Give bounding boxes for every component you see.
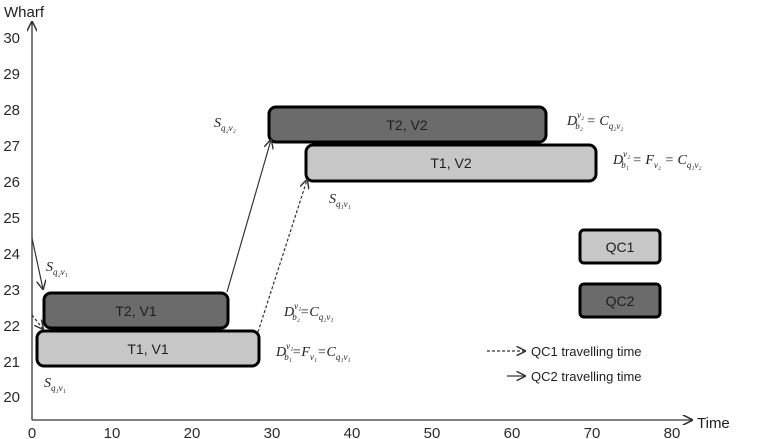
task-bar-rect — [42, 291, 230, 330]
y-tick-label: 26 — [3, 174, 20, 191]
y-tick-label: 20 — [3, 389, 20, 406]
legend-qc1-swatch — [578, 228, 662, 265]
task-bar-label: T2, V1 — [115, 303, 156, 319]
task-bar-t1-v1: T1, V1 — [35, 329, 261, 368]
completion-label-b1-v2: Dv₂ b₁ = Fv₂ = Cq₁v₂ — [612, 149, 702, 170]
task-bar-label: T1, V1 — [127, 341, 168, 357]
legend-qc2-travel-label: QC2 travelling time — [531, 369, 642, 384]
y-axis-title: Wharf — [4, 4, 45, 21]
y-tick-label: 28 — [3, 102, 20, 119]
legend-qc2-label: QC2 — [606, 293, 635, 309]
start-label-q2v1: Sq₂v₁ — [46, 260, 68, 277]
x-tick-label: 70 — [584, 425, 601, 439]
legend-qc2: QC2 — [578, 282, 662, 319]
x-tick-label: 40 — [344, 425, 361, 439]
qc1-travel-arrow-in — [31, 314, 43, 329]
completion-label-b2-v1: Dv₁ b₂=Cq₂v₁ — [283, 301, 333, 322]
task-bar-t2-v2: T2, V2 — [267, 105, 548, 144]
y-tick-labels: 20 21 22 23 24 25 26 27 28 29 30 — [3, 30, 20, 406]
task-bar-t2-v1: T2, V1 — [42, 291, 230, 330]
x-tick-label: 0 — [28, 425, 36, 439]
completion-label-b2-v2: Dv₂ b₂ = Cq₂v₂ — [566, 110, 623, 131]
x-tick-labels: 0 10 20 30 40 50 60 70 80 — [28, 425, 681, 439]
qc1-travel-arrow — [257, 180, 307, 333]
completion-label-b1-v1: Dv₁ b₁=Fv₁=Cq₁v₁ — [275, 341, 351, 362]
y-tick-label: 30 — [3, 30, 20, 47]
y-tick-label: 29 — [3, 66, 20, 83]
start-label-q1v1: Sq₁v₁ — [44, 376, 66, 393]
x-tick-label: 80 — [664, 425, 681, 439]
y-tick-label: 25 — [3, 210, 20, 227]
legend-qc1-travel: QC1 travelling time — [487, 344, 642, 359]
y-tick-label: 22 — [3, 318, 20, 335]
task-bar-rect — [304, 143, 598, 183]
legend-qc1-label: QC1 — [606, 239, 635, 255]
start-label-q1v2: Sq₁v₁ — [329, 192, 351, 209]
task-bar-label: T1, V2 — [430, 155, 471, 171]
x-tick-label: 50 — [424, 425, 441, 439]
task-bar-rect — [35, 329, 261, 368]
y-tick-label: 23 — [3, 282, 20, 299]
legend-qc2-swatch — [578, 282, 662, 319]
qc2-travel-arrow — [226, 140, 271, 293]
qc2-travel-arrow-in — [31, 237, 43, 289]
start-label-q2v2: Sq₂v₂ — [214, 116, 236, 133]
legend-qc1: QC1 — [578, 228, 662, 265]
legend-qc2-travel: QC2 travelling time — [507, 369, 642, 384]
x-axis-title: Time — [697, 415, 730, 432]
x-tick-label: 60 — [504, 425, 521, 439]
x-tick-label: 20 — [184, 425, 201, 439]
y-tick-label: 24 — [3, 246, 20, 263]
task-bar-label: T2, V2 — [386, 117, 427, 133]
task-bar-rect — [267, 105, 548, 144]
y-tick-label: 21 — [3, 354, 20, 371]
x-tick-label: 30 — [264, 425, 281, 439]
task-bar-t1-v2: T1, V2 — [304, 143, 598, 183]
x-tick-label: 10 — [104, 425, 121, 439]
legend-qc1-travel-label: QC1 travelling time — [531, 344, 642, 359]
legend: QC1 QC2 QC1 travelling time QC2 travelli… — [487, 228, 662, 384]
y-tick-label: 27 — [3, 138, 20, 155]
